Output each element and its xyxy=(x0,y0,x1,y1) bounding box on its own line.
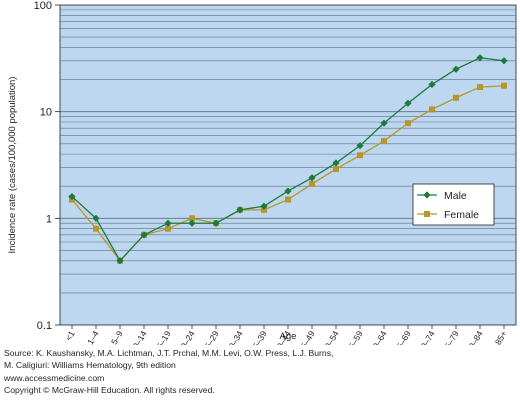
data-point-male xyxy=(164,219,172,227)
data-point-female xyxy=(261,206,267,213)
copyright-line: Copyright © McGraw-Hill Education. All r… xyxy=(4,385,215,396)
data-point-female xyxy=(405,120,411,127)
data-point-male xyxy=(236,206,244,214)
y-tick-label: 10 xyxy=(40,107,52,119)
data-point-male xyxy=(284,187,292,195)
x-tick-label: 1–4 xyxy=(85,329,101,345)
data-point-male xyxy=(92,214,100,222)
legend-label-male: Male xyxy=(444,190,467,202)
legend-label-female: Female xyxy=(444,209,479,221)
data-point-male xyxy=(188,219,196,227)
x-tick-label: 30–34 xyxy=(224,329,245,345)
x-tick-label: 20–24 xyxy=(176,329,197,345)
x-tick-label: 65–69 xyxy=(392,329,413,345)
legend-marker-female xyxy=(424,211,430,217)
y-axis-label: Incidence rate (cases/100,000 population… xyxy=(7,77,18,254)
data-point-female xyxy=(477,84,483,91)
data-point-female xyxy=(357,152,363,159)
data-series xyxy=(68,54,508,265)
legend-marker-shape xyxy=(423,191,431,199)
data-point-female xyxy=(429,106,435,113)
x-tick-label: 15–19 xyxy=(152,329,173,345)
data-point-male xyxy=(308,174,316,182)
data-point-female xyxy=(501,82,507,89)
data-point-male xyxy=(212,219,220,227)
legend: Male Female xyxy=(412,183,495,226)
data-point-male xyxy=(68,192,76,201)
data-point-female xyxy=(381,138,387,145)
data-point-male xyxy=(260,202,268,210)
legend-marker-male xyxy=(423,191,431,199)
data-point-female xyxy=(333,166,339,173)
x-tick-label: 70–74 xyxy=(416,329,437,345)
data-point-male xyxy=(428,80,436,89)
source-line-2: M. Caligiuri: Williams Hematology, 9th e… xyxy=(4,360,176,371)
plot-area xyxy=(59,4,517,326)
data-point-male xyxy=(500,57,508,65)
data-point-female xyxy=(165,225,171,232)
x-tick-label: 45–49 xyxy=(296,329,317,345)
x-tick-label: 75–79 xyxy=(440,329,461,345)
data-point-male xyxy=(452,65,460,73)
legend-box xyxy=(412,183,495,226)
data-point-male xyxy=(140,231,148,239)
x-tick-label: 55–59 xyxy=(344,329,365,345)
data-point-male xyxy=(332,159,340,167)
gridlines xyxy=(60,9,516,294)
data-point-male xyxy=(476,54,484,62)
data-point-male xyxy=(116,257,124,265)
x-tick-label: 35–39 xyxy=(248,329,269,345)
x-tick-label: 50–54 xyxy=(320,329,341,345)
x-tick-label: 80–84 xyxy=(464,329,485,345)
x-tick-label: 25–29 xyxy=(200,329,221,345)
series-male xyxy=(68,54,508,265)
x-axis-label: Age xyxy=(280,331,297,342)
source-url: www.accessmedicine.com xyxy=(4,372,105,383)
incidence-chart: 0.1 1 10 100 <1 1–4 5–9 10–14 15–19 20–24 25–29 30… xyxy=(7,0,517,345)
data-point-male xyxy=(404,99,412,107)
data-point-male xyxy=(356,142,364,150)
y-tick-label: 0.1 xyxy=(37,320,52,332)
y-tick-label: 100 xyxy=(34,0,52,12)
y-axis-ticks: 0.1 1 10 100 xyxy=(34,0,60,332)
x-tick-label: 5–9 xyxy=(109,329,125,345)
x-tick-label: 10–14 xyxy=(128,329,149,345)
legend-marker-shape xyxy=(424,211,430,217)
source-footer: Source: K. Kaushansky, M.A. Lichtman, J.… xyxy=(4,347,333,397)
data-point-female xyxy=(93,225,99,232)
data-point-female xyxy=(309,180,315,187)
x-tick-label: <1 xyxy=(63,329,77,343)
x-tick-label: 60–64 xyxy=(368,329,389,345)
data-point-female xyxy=(453,94,459,101)
data-point-female xyxy=(189,215,195,222)
data-point-female xyxy=(285,196,291,203)
x-tick-label: 85+ xyxy=(493,329,509,345)
y-tick-label: 1 xyxy=(46,213,52,225)
data-point-male xyxy=(380,119,388,127)
source-line-1: Source: K. Kaushansky, M.A. Lichtman, J.… xyxy=(4,348,334,358)
